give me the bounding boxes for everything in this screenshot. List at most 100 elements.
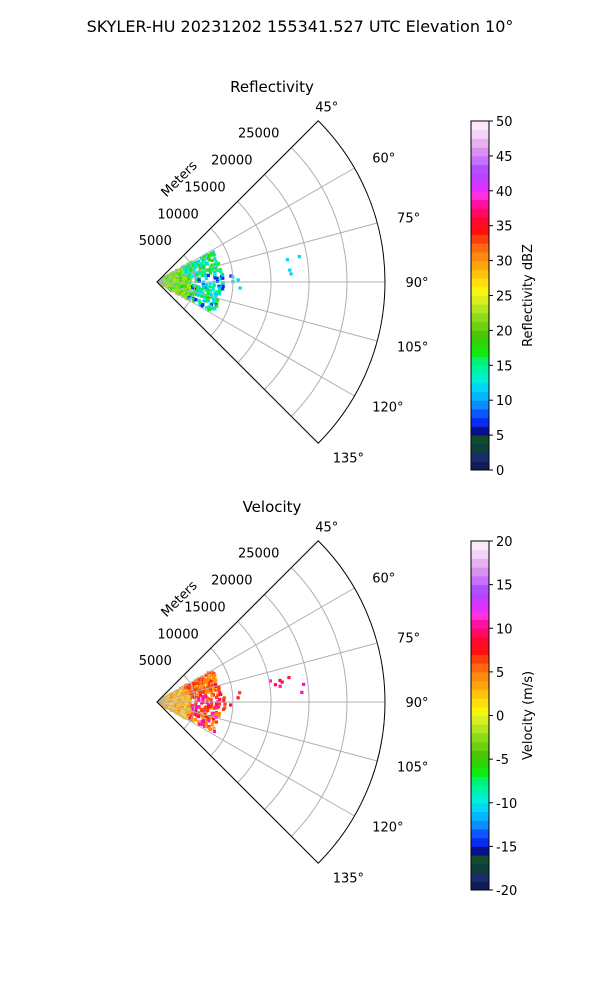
echo-cell	[203, 681, 207, 685]
echo-cell	[221, 281, 225, 285]
echo-cell	[221, 707, 226, 712]
colorbar-swatch	[471, 881, 489, 891]
colorbar-swatch	[471, 260, 489, 270]
echo-cell	[191, 691, 195, 695]
colorbar-swatch	[471, 374, 489, 384]
echo-cell	[194, 264, 198, 268]
echo-cell	[216, 268, 220, 273]
echo-cell	[204, 268, 208, 272]
azimuth-spoke	[156, 642, 378, 703]
echo-cell	[207, 255, 211, 259]
echo-cell	[188, 293, 193, 297]
echo-cell	[200, 273, 204, 277]
echo-cell	[206, 299, 210, 303]
colorbar-swatch	[471, 558, 489, 568]
echo-cell	[198, 684, 203, 689]
echo-cell	[207, 295, 211, 300]
colorbar-swatch	[471, 417, 489, 427]
colorbar-swatch	[471, 365, 489, 375]
colorbar-label: Velocity (m/s)	[521, 671, 536, 760]
echo-cell	[194, 693, 198, 697]
colorbar-swatch	[471, 663, 489, 673]
echo-cell	[203, 721, 207, 725]
echo-cell	[202, 695, 206, 699]
echo-cell	[194, 279, 198, 283]
echo-cell	[202, 259, 206, 263]
colorbar-swatch	[471, 654, 489, 664]
echo-cell	[285, 258, 289, 262]
colorbar-swatch	[471, 759, 489, 769]
echo-cell	[203, 273, 207, 278]
echo-cell	[188, 702, 192, 706]
colorbar-swatch	[471, 269, 489, 279]
echo-cell	[287, 675, 291, 680]
echo-cell	[205, 725, 209, 729]
echo-cell	[217, 284, 221, 289]
echo-cell	[199, 264, 203, 268]
range-tick-label: 20000	[211, 574, 252, 589]
echo-cell	[205, 718, 209, 722]
echo-cell	[186, 270, 190, 274]
echo-cell	[191, 265, 196, 270]
echo-cell	[188, 687, 193, 691]
echo-cell	[212, 253, 216, 257]
colorbar-swatch	[471, 680, 489, 690]
range-tick-label: 25000	[238, 127, 279, 142]
azimuth-tick-label: 45°	[315, 520, 338, 535]
echo-cell	[205, 697, 209, 701]
colorbar-swatch	[471, 408, 489, 419]
echo-cell	[192, 299, 196, 303]
colorbar-swatch	[471, 732, 489, 743]
colorbar-swatch	[471, 698, 489, 708]
colorbar-swatch	[471, 820, 489, 830]
echo-cell	[196, 719, 200, 723]
echo-cell	[196, 272, 200, 276]
echo-cell	[188, 685, 192, 689]
colorbar-tick-label: 45	[496, 150, 513, 165]
echo-cell	[213, 673, 217, 677]
echo-cell	[207, 724, 211, 729]
echo-cell	[210, 266, 215, 271]
echo-cell	[181, 279, 186, 283]
azimuth-tick-label: 105°	[397, 760, 428, 775]
echo-cell	[204, 690, 209, 694]
colorbar-swatch	[471, 575, 489, 586]
echo-cell	[197, 299, 201, 303]
echo-cell	[190, 687, 194, 691]
colorbar-swatch	[471, 251, 489, 262]
echo-cell	[200, 294, 204, 298]
echo-cell	[301, 682, 306, 686]
echo-cell	[213, 262, 217, 266]
colorbar-tick-label: 30	[496, 255, 513, 270]
echo-cell	[203, 711, 208, 715]
echo-cell	[188, 697, 193, 701]
echo-cell	[222, 697, 226, 701]
colorbar-swatch	[471, 837, 489, 847]
colorbar-tick-label: 0	[496, 464, 504, 479]
echo-cell	[203, 724, 207, 728]
echo-cell	[202, 690, 206, 694]
range-tick-label: 20000	[211, 154, 252, 169]
echo-cell	[210, 701, 214, 705]
echo-cell	[186, 293, 191, 297]
echo-cell	[211, 287, 215, 291]
echo-cell	[206, 273, 210, 278]
echo-cell	[204, 673, 208, 678]
echo-cell	[211, 713, 215, 717]
colorbar-swatch	[471, 750, 489, 760]
colorbar-swatch	[471, 706, 489, 716]
echo-cell	[289, 272, 293, 276]
echo-cell	[219, 692, 223, 696]
colorbar-swatch	[471, 828, 489, 839]
colorbar-swatch	[471, 199, 489, 209]
echo-cell	[210, 694, 214, 698]
echo-cell	[196, 705, 201, 709]
echo-cell	[194, 709, 198, 713]
echo-cell	[203, 714, 207, 719]
colorbar-swatch	[471, 602, 489, 612]
echo-cell	[202, 263, 206, 267]
echo-cell	[206, 690, 210, 694]
echo-cell	[206, 671, 210, 675]
colorbar-swatch	[471, 689, 489, 699]
